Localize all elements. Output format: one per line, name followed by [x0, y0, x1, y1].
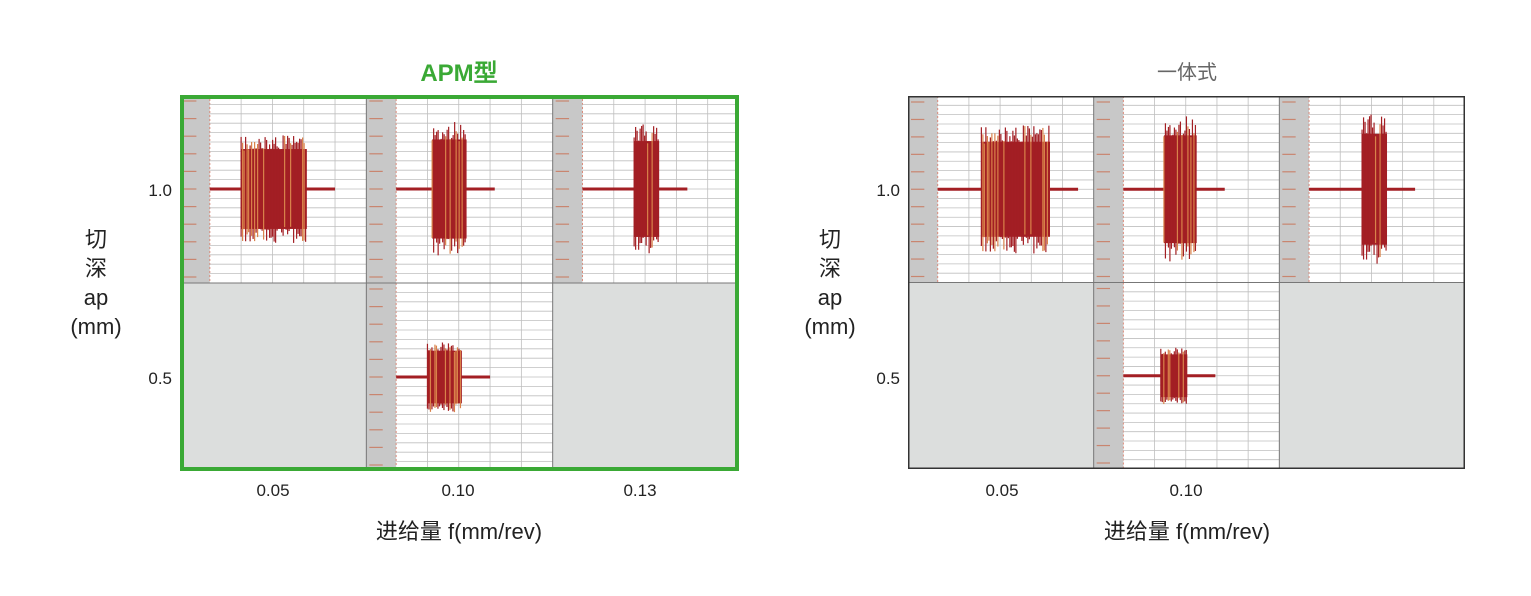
waveform-burst [432, 139, 467, 239]
empty-cell [1279, 282, 1465, 469]
cell-r0-c2 [552, 95, 739, 283]
x-axis-label-apm: 进给量 f(mm/rev) [375, 519, 543, 544]
y-tick-0-5-integrated: 0.5 [876, 369, 900, 388]
chart-title-integrated: 一体式 [1157, 62, 1217, 84]
empty-cell [180, 283, 367, 471]
cell-r1-c1 [366, 283, 553, 471]
chart-frame [180, 95, 739, 471]
waveform-grid-apm [180, 95, 739, 471]
chart-frame [908, 96, 1465, 469]
waveform-burst [427, 350, 462, 404]
cell-r1-c2 [552, 283, 739, 471]
x-tick-0-10-apm: 0.10 [441, 481, 475, 500]
y-axis-label-integrated: 切 深 ap (mm) [804, 227, 856, 339]
y-tick-1-0-apm: 1.0 [148, 181, 172, 200]
cell-r1-c0 [908, 282, 1094, 469]
y-tick-1-0-integrated: 1.0 [876, 181, 900, 200]
cell-r0-c2 [1279, 96, 1465, 283]
cell-r0-c1 [1093, 96, 1280, 283]
y-tick-0-5-apm: 0.5 [148, 369, 172, 388]
cell-r1-c0 [180, 283, 367, 471]
cell-r0-c0 [180, 95, 367, 283]
chart-title-apm: APM型 [420, 60, 498, 87]
cell-r0-c0 [908, 96, 1094, 283]
x-tick-0-05-apm: 0.05 [256, 481, 290, 500]
y-axis-label-apm: 切 深 ap (mm) [70, 227, 122, 339]
cell-r1-c1 [1093, 282, 1280, 469]
x-tick-0-13-apm: 0.13 [623, 481, 657, 500]
x-tick-0-05-integrated: 0.05 [985, 481, 1019, 500]
cell-r1-c2 [1279, 282, 1465, 469]
cell-r0-c1 [366, 95, 553, 283]
x-tick-0-10-integrated: 0.10 [1169, 481, 1203, 500]
waveform-grid-integrated [908, 96, 1465, 469]
x-axis-label-integrated: 进给量 f(mm/rev) [1103, 519, 1271, 544]
empty-cell [552, 283, 739, 471]
empty-cell [908, 282, 1094, 469]
